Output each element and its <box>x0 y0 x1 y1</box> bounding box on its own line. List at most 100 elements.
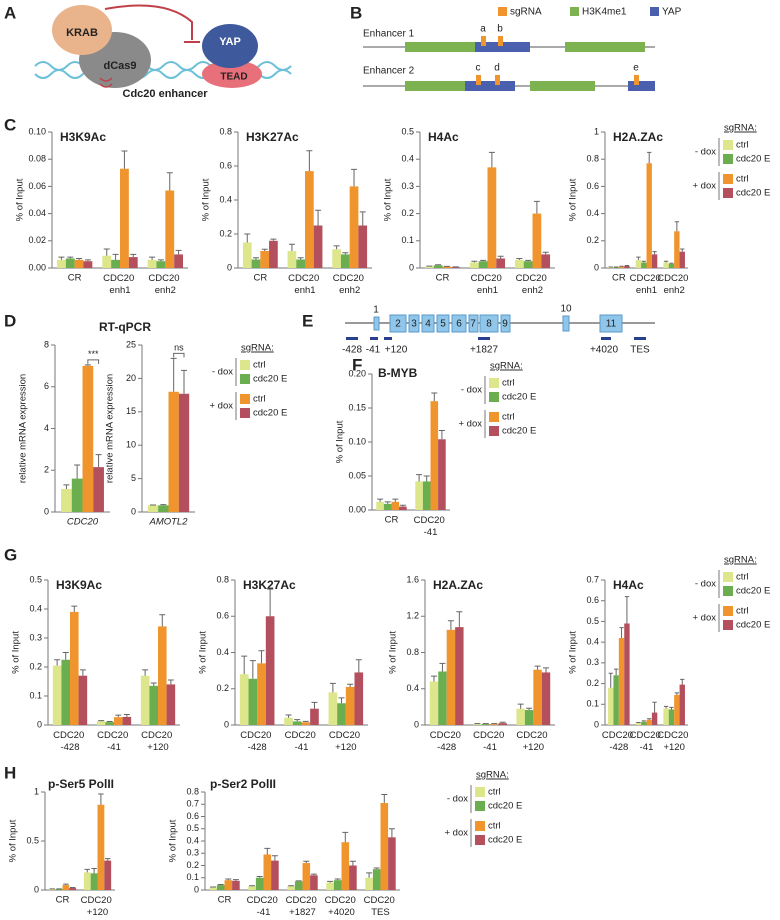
legend-swatch <box>475 821 485 831</box>
y-tick-label: 0.2 <box>29 661 42 671</box>
legend-label: ctrl <box>502 378 515 389</box>
legend-swatch <box>489 412 499 422</box>
bar <box>668 709 675 725</box>
error-bar <box>347 683 354 687</box>
legend-swatch <box>650 7 659 16</box>
x-tick-label: CDC20 +1827 <box>286 895 320 918</box>
error-bar <box>285 714 292 718</box>
error-bar <box>351 168 358 187</box>
bar <box>302 863 311 890</box>
amplicon <box>478 337 490 340</box>
diagram-a: KRAB dCas9 YAP TEAD Cdc20 enhancer <box>34 4 292 100</box>
y-tick-label: 0.1 <box>401 235 414 245</box>
error-bar <box>674 221 680 232</box>
error-bar <box>456 611 463 628</box>
bar <box>260 251 270 268</box>
error-bar <box>349 860 356 866</box>
exon-label: 8 <box>486 319 492 330</box>
bar <box>541 672 551 725</box>
bar <box>248 678 258 725</box>
exon-label: 11 <box>606 319 617 330</box>
chart: 0 5 10 15 20 25 relative mRNA expression AMOTL2… <box>105 339 288 527</box>
error-bar <box>249 660 256 679</box>
row-label: Enhancer 1 <box>363 29 415 40</box>
bar <box>93 467 104 512</box>
chart: 0.00 0.02 0.04 0.06 0.08 0.10 % of Input H3K9Ac… <box>15 126 188 296</box>
bar <box>376 501 384 510</box>
bar <box>383 503 392 510</box>
bar <box>478 261 488 268</box>
bar <box>372 869 381 890</box>
h3k4me1-region <box>530 81 595 91</box>
bar <box>65 258 75 268</box>
error-bar <box>306 150 313 172</box>
x-tick-label: CR <box>253 273 267 284</box>
bar <box>70 611 79 725</box>
legend-swatch <box>498 7 507 16</box>
y-tick-label: 1 <box>34 786 39 796</box>
error-bar <box>542 251 549 255</box>
y-tick-label: 0.2 <box>186 860 199 870</box>
y-tick-label: 0.4 <box>186 835 199 845</box>
chart: 0 0.1 0.2 0.3 0.4 0.5 0.6 0.7 0.8 % of Input p-Ser… <box>168 770 523 918</box>
error-bar <box>261 248 268 251</box>
error-bar <box>249 885 256 887</box>
legend-group: - dox <box>695 147 716 158</box>
error-bar <box>438 429 445 440</box>
y-tick-label: 0 <box>594 262 599 272</box>
error-bar <box>167 679 174 685</box>
legend-swatch <box>723 572 733 582</box>
y-tick-label: 0.02 <box>28 235 46 245</box>
error-bar <box>338 697 345 704</box>
legend-label: cdc20 E <box>736 154 770 165</box>
legend-swatch <box>723 154 733 164</box>
error-bar <box>311 701 318 709</box>
amplicon-label: +1827 <box>470 345 499 356</box>
error-bar <box>619 627 624 638</box>
y-tick-label: 0.6 <box>219 160 232 170</box>
error-bar <box>159 614 166 627</box>
error-bar <box>447 620 454 630</box>
legend-label: sgRNA <box>510 7 542 18</box>
error-bar <box>76 257 83 260</box>
bar <box>310 875 318 890</box>
chart: 0 0.4 0.8 1.2 1.6 % of Input H2A.ZAc CDC20 -428… <box>388 574 555 753</box>
chart-title: H3K27Ac <box>243 578 296 592</box>
yap-region <box>465 81 515 91</box>
label: TEAD <box>220 72 247 83</box>
error-bar <box>663 260 669 263</box>
yap-region <box>628 81 655 91</box>
error-bar <box>54 659 61 666</box>
legend-label: cdc20 E <box>488 835 522 846</box>
bar <box>147 505 159 512</box>
x-tick-label: CDC20 enh2 <box>657 273 691 296</box>
bar <box>74 259 84 268</box>
bar <box>287 886 295 890</box>
bar <box>646 163 652 268</box>
x-tick-label: CDC20 +4020 <box>325 895 359 918</box>
bar <box>532 213 542 268</box>
error-bar <box>123 714 130 717</box>
bar <box>442 266 452 268</box>
amplicon <box>370 337 378 340</box>
legend-label: cdc20 E <box>488 801 522 812</box>
y-axis-label: % of Input <box>198 631 209 674</box>
y-tick-label: 0.1 <box>186 872 199 882</box>
exon <box>479 314 499 333</box>
legend-swatch <box>723 620 733 630</box>
bar <box>82 365 94 512</box>
bar <box>83 261 93 268</box>
legend-label: cdc20 E <box>736 620 770 631</box>
error-bar <box>663 705 669 709</box>
amplicon-label: +120 <box>385 345 408 356</box>
amplicon-label: TES <box>630 345 650 356</box>
error-bar <box>232 879 239 881</box>
y-axis-label: relative mRNA expression <box>18 374 29 483</box>
error-bar <box>98 720 105 722</box>
bar <box>358 225 368 268</box>
legend-title: sgRNA: <box>241 343 274 354</box>
y-tick-label: 0.8 <box>586 154 599 164</box>
bar <box>613 675 619 725</box>
chart-title: H4Ac <box>613 578 644 592</box>
bar <box>354 672 364 725</box>
